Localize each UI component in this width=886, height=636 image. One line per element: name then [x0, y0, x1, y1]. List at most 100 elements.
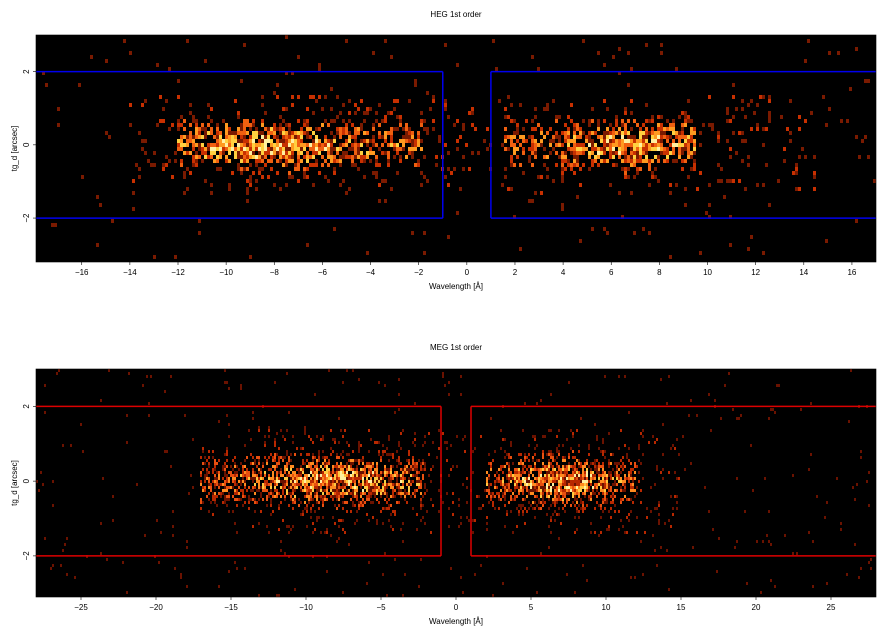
count-cell — [520, 489, 522, 492]
count-cell — [646, 516, 648, 519]
count-cell — [624, 167, 627, 171]
count-cell — [512, 531, 514, 534]
count-cell — [512, 498, 514, 501]
count-cell — [586, 579, 588, 582]
count-cell — [384, 552, 386, 555]
count-cell — [260, 471, 262, 474]
count-cell — [288, 131, 291, 135]
count-cell — [500, 489, 502, 492]
count-cell — [518, 504, 520, 507]
count-cell — [573, 151, 576, 155]
count-cell — [135, 163, 138, 167]
count-cell — [66, 537, 68, 540]
count-cell — [198, 135, 201, 139]
count-cell — [82, 450, 84, 453]
count-cell — [550, 480, 552, 483]
count-cell — [213, 151, 216, 155]
count-cell — [518, 453, 520, 456]
count-cell — [422, 459, 424, 462]
count-cell — [681, 131, 684, 135]
count-cell — [312, 143, 315, 147]
count-cell — [642, 139, 645, 143]
count-cell — [566, 471, 568, 474]
count-cell — [342, 465, 344, 468]
count-cell — [357, 143, 360, 147]
count-cell — [516, 525, 518, 528]
count-cell — [531, 163, 534, 167]
count-cell — [562, 477, 564, 480]
count-cell — [556, 480, 558, 483]
count-cell — [268, 456, 270, 459]
count-cell — [368, 462, 370, 465]
count-cell — [266, 480, 268, 483]
count-cell — [255, 179, 258, 183]
count-cell — [372, 474, 374, 477]
count-cell — [380, 456, 382, 459]
count-cell — [596, 459, 598, 462]
count-cell — [600, 465, 602, 468]
count-cell — [234, 480, 236, 483]
count-cell — [508, 462, 510, 465]
count-cell — [258, 480, 260, 483]
count-cell — [228, 510, 230, 513]
count-cell — [474, 447, 476, 450]
count-cell — [96, 243, 99, 247]
count-cell — [548, 483, 550, 486]
count-cell — [639, 167, 642, 171]
count-cell — [356, 495, 358, 498]
count-cell — [207, 115, 210, 119]
count-cell — [562, 492, 564, 495]
count-cell — [240, 151, 243, 155]
count-cell — [318, 516, 320, 519]
count-cell — [579, 151, 582, 155]
count-cell — [224, 453, 226, 456]
count-cell — [302, 483, 304, 486]
count-cell — [302, 447, 304, 450]
count-cell — [645, 103, 648, 107]
count-cell — [538, 468, 540, 471]
count-cell — [362, 456, 364, 459]
count-cell — [357, 127, 360, 131]
count-cell — [292, 492, 294, 495]
count-cell — [316, 483, 318, 486]
count-cell — [334, 474, 336, 477]
count-cell — [448, 393, 450, 396]
count-cell — [460, 516, 462, 519]
count-cell — [579, 127, 582, 131]
count-cell — [540, 127, 543, 131]
count-cell — [672, 123, 675, 127]
count-cell — [518, 471, 520, 474]
count-cell — [488, 477, 490, 480]
count-cell — [494, 483, 496, 486]
count-cell — [510, 159, 513, 163]
count-cell — [573, 139, 576, 143]
count-cell — [624, 477, 626, 480]
count-cell — [340, 495, 342, 498]
count-cell — [326, 480, 328, 483]
count-cell — [592, 471, 594, 474]
count-cell — [226, 447, 228, 450]
count-cell — [398, 408, 400, 411]
count-cell — [384, 465, 386, 468]
count-cell — [687, 115, 690, 119]
count-cell — [358, 474, 360, 477]
count-cell — [450, 444, 452, 447]
count-cell — [224, 501, 226, 504]
count-cell — [342, 381, 344, 384]
count-cell — [576, 474, 578, 477]
count-cell — [309, 135, 312, 139]
count-cell — [412, 492, 414, 495]
count-cell — [558, 477, 560, 480]
count-cell — [576, 159, 579, 163]
count-cell — [362, 489, 364, 492]
count-cell — [424, 483, 426, 486]
count-cell — [348, 111, 351, 115]
count-cell — [264, 483, 266, 486]
count-cell — [576, 429, 578, 432]
count-cell — [804, 59, 807, 63]
count-cell — [348, 468, 350, 471]
count-cell — [126, 414, 128, 417]
count-cell — [207, 147, 210, 151]
count-cell — [412, 480, 414, 483]
count-cell — [256, 480, 258, 483]
